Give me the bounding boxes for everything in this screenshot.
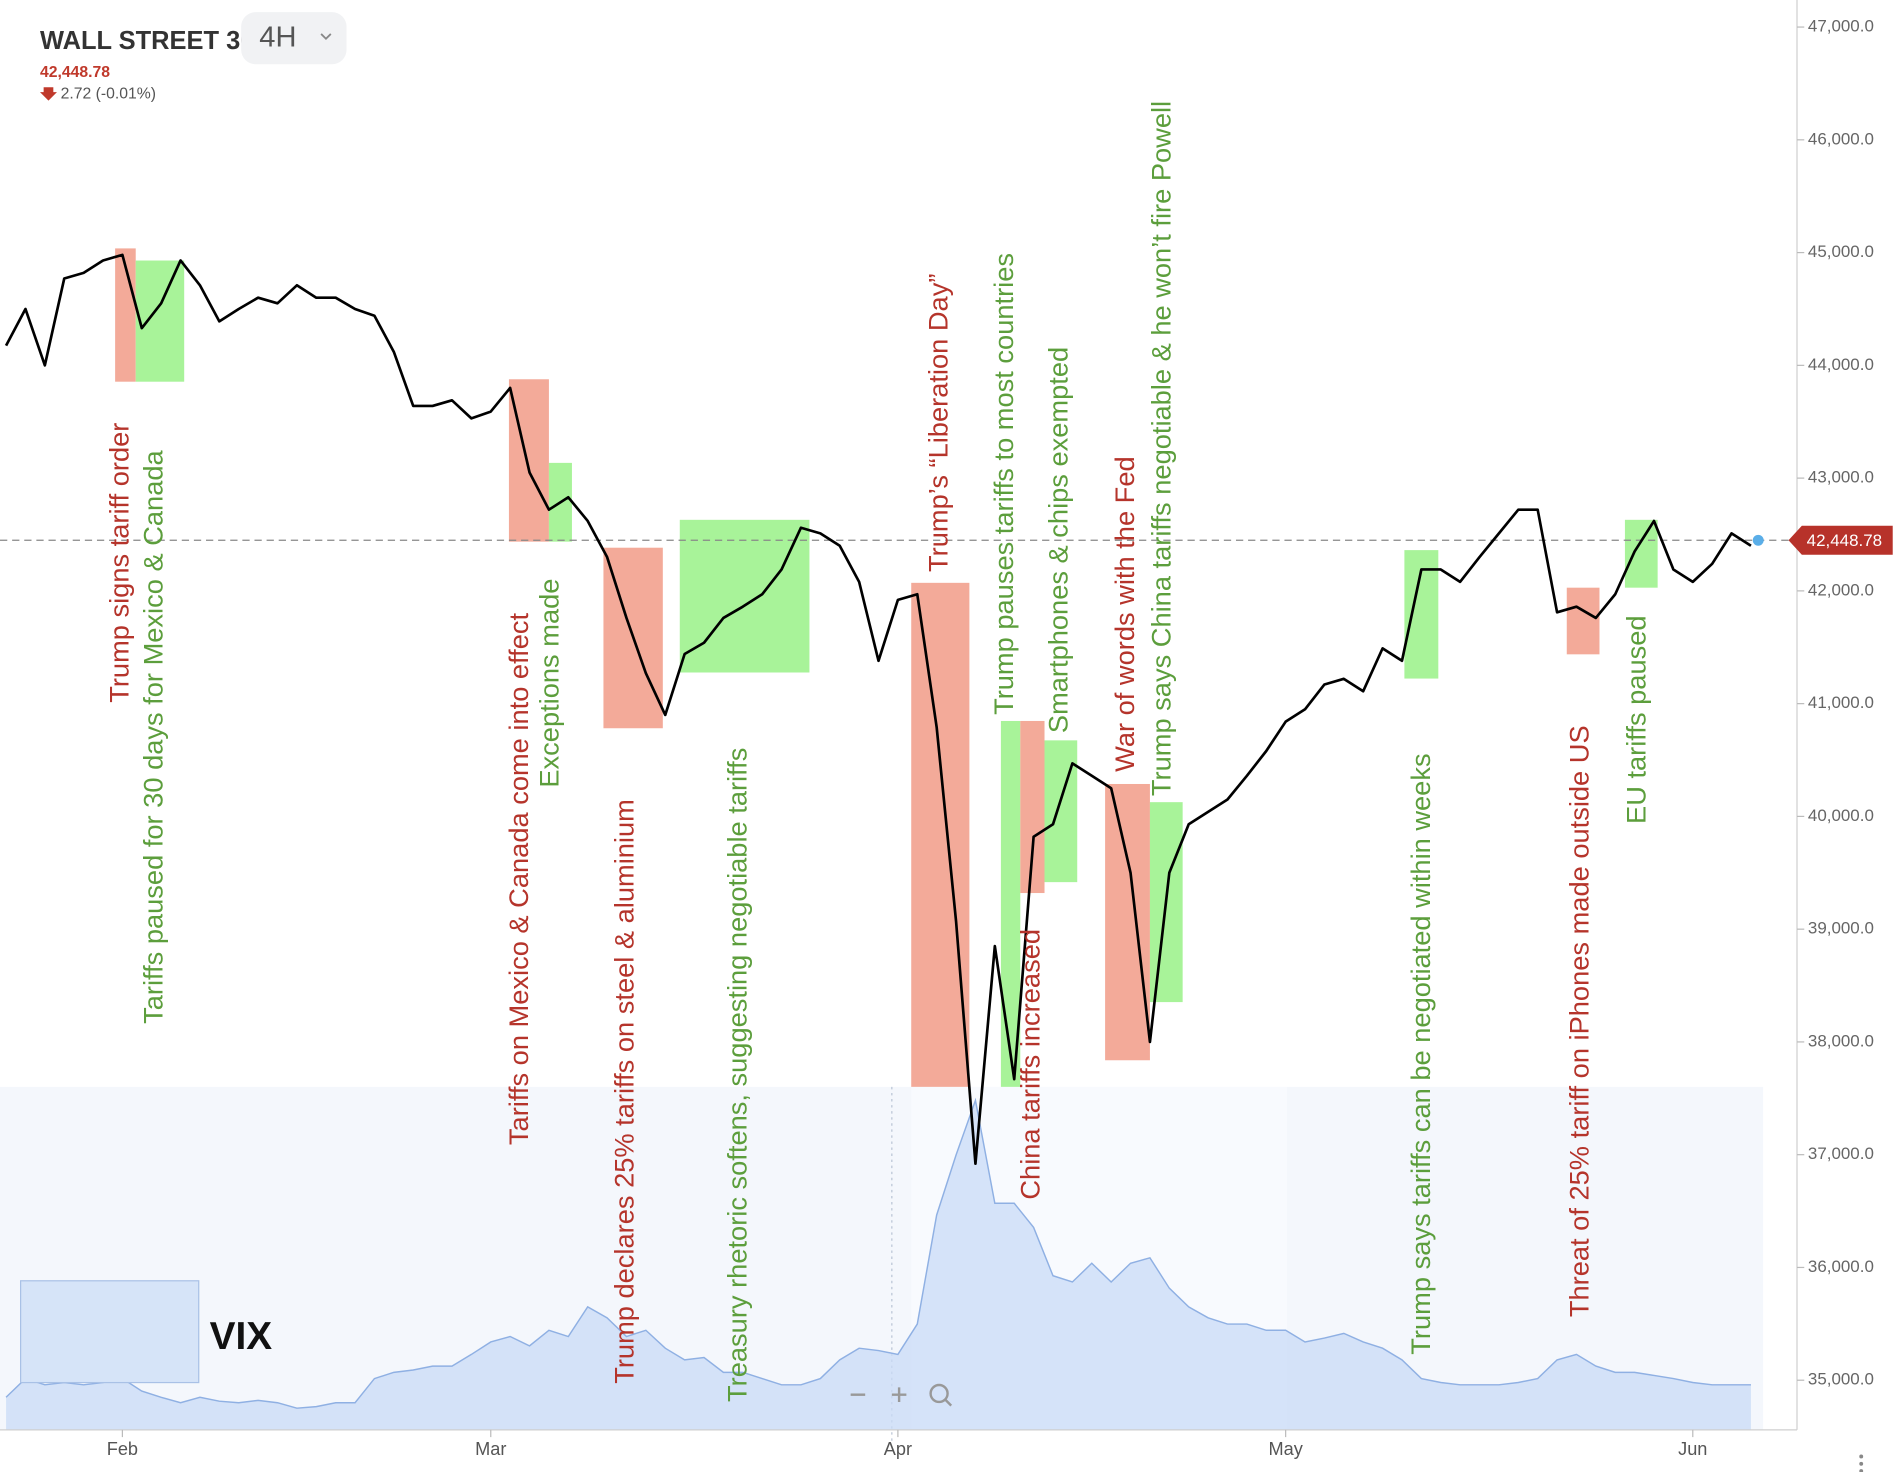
change: 2.72 (-0.01%) — [61, 86, 156, 103]
annotation-box — [1105, 783, 1150, 1061]
x-tick-label: Mar — [475, 1439, 506, 1459]
annotation-text: China tariffs increased — [1015, 929, 1046, 1200]
x-tick-label: Jun — [1678, 1439, 1707, 1459]
vix-legend-label: VIX — [210, 1315, 273, 1358]
price-group — [0, 253, 1789, 1166]
y-tick-label: 46,000.0 — [1808, 129, 1874, 148]
menu-dots[interactable] — [1859, 1454, 1864, 1472]
annotation-text: Smartphones & chips exempted — [1042, 347, 1073, 733]
annotation-box — [1624, 519, 1658, 588]
y-tick-label: 36,000.0 — [1808, 1257, 1874, 1276]
annotation-text: Threat of 25% tariff on iPhones made out… — [1564, 725, 1595, 1317]
annotation-box — [1044, 740, 1078, 883]
x-tick-label: May — [1268, 1439, 1303, 1459]
annotation-box — [911, 582, 970, 1182]
x-tick-label: Apr — [884, 1439, 912, 1459]
vix-legend-swatch — [20, 1280, 200, 1384]
annotation-text: Tariffs paused for 30 days for Mexico & … — [137, 449, 168, 1023]
y-tick-label: 40,000.0 — [1808, 806, 1874, 825]
interval-caret[interactable] — [320, 33, 332, 41]
price: 42,448.78 — [40, 64, 110, 81]
y-tick-label: 41,000.0 — [1808, 693, 1874, 712]
annotation-texts: Trump signs tariff order Tariffs paused f… — [103, 101, 1651, 1402]
y-tick-label: 44,000.0 — [1808, 355, 1874, 374]
interval-button[interactable] — [241, 12, 347, 65]
annotation-text: Trump declares 25% tariffs on steel & al… — [609, 799, 640, 1384]
axis-labels: 35,000.0 36,000.0 37,000.0 38,000.0 39,000.0… — [107, 17, 1893, 1459]
zoom-reset[interactable] — [929, 1383, 949, 1404]
last-price-label: 42,448.78 — [1807, 531, 1882, 550]
y-tick-label: 43,000.0 — [1808, 468, 1874, 487]
down-arrow — [39, 87, 57, 101]
y-tick-label: 42,000.0 — [1808, 580, 1874, 599]
zoom-in[interactable] — [891, 1387, 907, 1402]
annotation-text: Trump pauses tariffs to most countries — [988, 253, 1019, 715]
y-tick-label: 35,000.0 — [1808, 1370, 1874, 1389]
annotation-text: EU tariffs paused — [1620, 615, 1651, 824]
annotation-box — [679, 519, 810, 673]
annotation-text: Tariffs on Mexico & Canada come into eff… — [503, 612, 534, 1145]
annotation-text: Trump says China tariffs negotiable & he… — [1145, 101, 1176, 796]
y-tick-label: 39,000.0 — [1808, 919, 1874, 938]
y-tick-label: 37,000.0 — [1808, 1144, 1874, 1163]
annotation-text: Treasury rhetoric softens, suggesting ne… — [721, 748, 752, 1402]
y-tick-label: 47,000.0 — [1808, 17, 1874, 36]
annotation-text: Trump’s “Liberation Day” — [923, 274, 954, 572]
annotation-text: Exceptions made — [534, 579, 565, 788]
price-line — [4, 253, 1752, 1166]
x-tick-label: Feb — [107, 1439, 138, 1459]
annotation-box — [135, 260, 185, 382]
annotation-box — [1566, 587, 1600, 655]
instrument-title: WALL STREET 30 — [40, 27, 254, 55]
last-price-badge — [1788, 525, 1893, 555]
last-point — [1752, 534, 1764, 546]
y-tick-label: 38,000.0 — [1808, 1031, 1874, 1050]
annotation-text: War of words with the Fed — [1109, 456, 1140, 772]
interval-label[interactable]: 4H — [259, 21, 296, 53]
annotation-text: Trump signs tariff order — [103, 423, 134, 703]
annotation-text: Trump says tariffs can be negotiated wit… — [1405, 753, 1436, 1354]
vix-group — [5, 1097, 1751, 1430]
zoom-reset-handle[interactable] — [944, 1398, 953, 1407]
vix-area — [6, 1100, 1751, 1430]
vix-line — [5, 1097, 1751, 1409]
y-tick-label: 45,000.0 — [1808, 242, 1874, 261]
